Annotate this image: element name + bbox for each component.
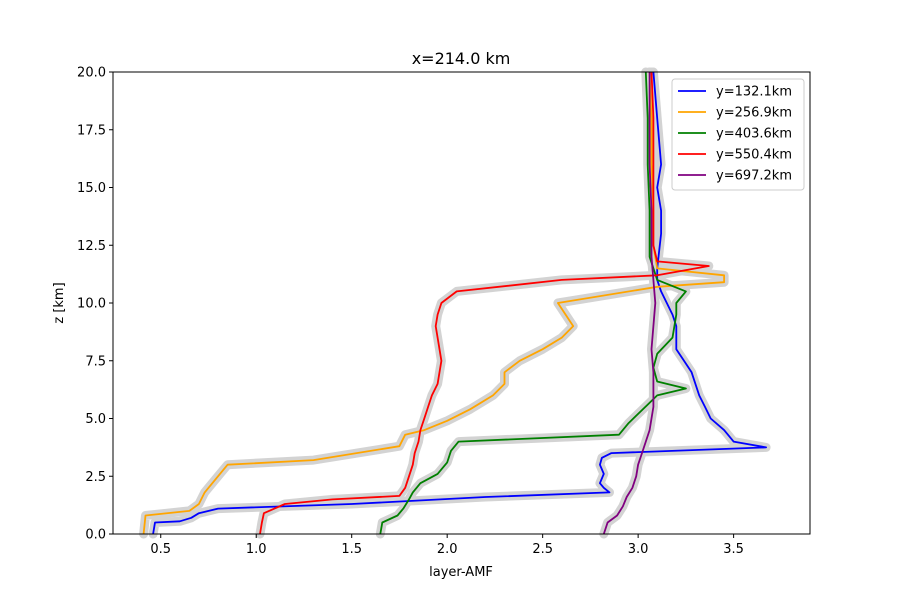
x-axis-label: layer-AMF <box>429 565 493 580</box>
y-tick-label-3: 7.5 <box>85 354 106 369</box>
legend-label-3: y=550.4km <box>716 148 792 163</box>
y-tick-label-8: 20.0 <box>77 66 106 81</box>
y-tick-label-5: 12.5 <box>77 239 106 254</box>
legend-box <box>671 78 805 191</box>
x-tick-label-1: 1.0 <box>246 542 267 557</box>
x-tick-label-4: 2.5 <box>532 542 553 557</box>
legend-label-4: y=697.2km <box>716 169 792 184</box>
y-axis-ticks: 0.0 2.5 5.0 7.5 10.0 12.5 15.0 17.5 20.0 <box>77 66 113 543</box>
x-tick-label-2: 1.5 <box>341 542 362 557</box>
x-tick-label-5: 3.0 <box>628 542 649 557</box>
legend-label-0: y=132.1km <box>716 85 792 100</box>
legend: y=132.1km y=256.9km y=403.6km y=550.4km y=69… <box>671 78 805 191</box>
y-tick-label-6: 15.0 <box>77 181 106 196</box>
y-tick-label-7: 17.5 <box>77 123 106 138</box>
legend-label-1: y=256.9km <box>716 106 792 121</box>
y-tick-label-1: 2.5 <box>85 470 106 485</box>
chart-title: x=214.0 km <box>412 49 511 68</box>
x-axis-ticks: 0.5 1.0 1.5 2.0 2.5 3.0 3.5 <box>150 534 744 557</box>
legend-label-2: y=403.6km <box>716 127 792 142</box>
y-tick-label-4: 10.0 <box>77 297 106 312</box>
series-lines <box>142 71 767 535</box>
series-line-3 <box>259 71 710 535</box>
series-line-4 <box>602 72 657 535</box>
series-line-1 <box>142 71 725 535</box>
y-axis-label: z [km] <box>52 282 67 323</box>
y-tick-label-0: 0.0 <box>85 528 106 543</box>
x-tick-label-0: 0.5 <box>150 542 171 557</box>
x-tick-label-6: 3.5 <box>723 542 744 557</box>
y-tick-label-2: 5.0 <box>85 412 106 427</box>
x-tick-label-3: 2.0 <box>437 542 458 557</box>
